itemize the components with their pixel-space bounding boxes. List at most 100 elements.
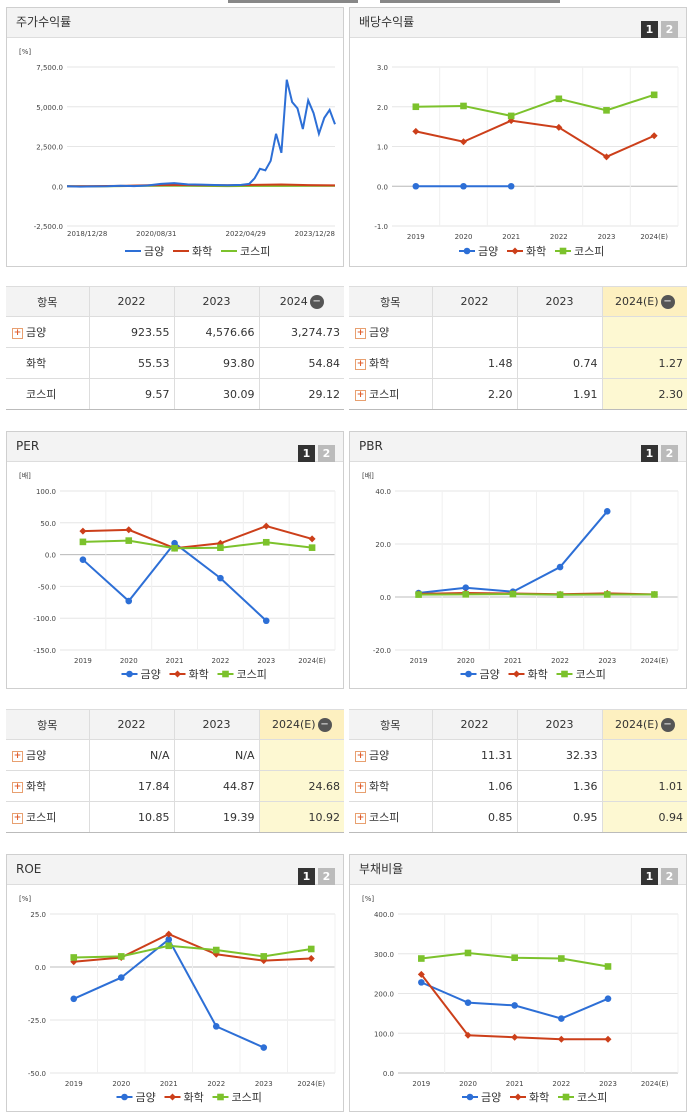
view-1-button[interactable]: 1 — [641, 868, 658, 885]
table-cell: 44.87 — [173, 770, 259, 802]
y-tick-label: 0.0 — [52, 183, 63, 191]
x-tick-label: 2019 — [74, 657, 92, 665]
row-label: 화학 — [6, 347, 89, 379]
expand-icon[interactable]: + — [355, 327, 366, 339]
table-cell: 4,576.66 — [173, 316, 259, 348]
view-1-button[interactable]: 1 — [298, 868, 315, 885]
series-point — [165, 942, 173, 950]
series-point — [557, 1035, 565, 1043]
expand-icon[interactable]: + — [355, 358, 366, 370]
series-point — [117, 953, 125, 960]
view-1-button[interactable]: 1 — [298, 445, 315, 462]
expand-icon[interactable]: + — [12, 812, 23, 824]
series-point — [126, 670, 133, 678]
column-header: 항목 — [349, 709, 432, 740]
expand-icon[interactable]: + — [12, 750, 23, 762]
series-point — [412, 127, 420, 135]
series-point — [511, 247, 519, 255]
series-point — [222, 670, 229, 678]
view-2-button[interactable]: 2 — [318, 868, 335, 885]
x-tick-label: 2020 — [459, 1080, 477, 1088]
series-point — [262, 538, 270, 546]
row-label: + 화학 — [349, 770, 432, 802]
table-cell: 9.57 — [88, 378, 174, 410]
column-header: 2022 — [88, 709, 174, 740]
series-point — [308, 544, 316, 551]
row-label-text: 화학 — [369, 780, 390, 793]
collapse-icon[interactable]: − — [317, 717, 332, 732]
panel-title-text: ROE — [16, 862, 42, 876]
table-cell: 0.85 — [431, 801, 517, 833]
table-cell: N/A — [173, 739, 259, 771]
series-point — [559, 247, 567, 255]
row-label: 코스피 — [6, 378, 89, 410]
expand-icon[interactable]: + — [355, 750, 366, 762]
legend-label: 화학 — [526, 245, 546, 258]
series-point — [212, 946, 220, 954]
y-tick-label: 7,500.0 — [36, 64, 63, 72]
expand-icon[interactable]: + — [355, 812, 366, 824]
y-tick-label: 100.0 — [374, 1030, 394, 1038]
series-point — [514, 1093, 522, 1101]
table-cell: N/A — [88, 739, 174, 771]
y-tick-label: 0.0 — [35, 964, 46, 972]
collapse-icon[interactable]: − — [309, 294, 324, 309]
table-row: + 화학 1.48 0.74 1.27 — [349, 347, 687, 379]
series-point — [464, 999, 472, 1006]
table-cell: 10.85 — [88, 801, 174, 833]
row-label: + 금양 — [349, 739, 432, 771]
expand-icon[interactable]: + — [12, 327, 23, 339]
view-2-button[interactable]: 2 — [661, 21, 678, 38]
x-tick-label: 2023 — [599, 1080, 617, 1088]
y-tick-label: -50.0 — [28, 1070, 46, 1078]
table-cell: 1.01 — [601, 770, 687, 802]
column-header: 2022 — [431, 286, 517, 317]
pbr-table: 항목 2022 2023 2024(E) − + 금양 11.31 32.33 + 화학 1.06 1.… — [349, 709, 687, 833]
expand-icon[interactable]: + — [355, 389, 366, 401]
series-line — [418, 510, 609, 595]
collapse-icon[interactable]: − — [660, 717, 675, 732]
view-2-button[interactable]: 2 — [661, 868, 678, 885]
legend-label: 금양 — [144, 245, 164, 258]
axis-unit: [배] — [362, 471, 374, 480]
view-2-button[interactable]: 2 — [318, 445, 335, 462]
legend-label: 화학 — [189, 668, 209, 681]
y-tick-label: 2,500.0 — [36, 144, 63, 152]
expand-icon[interactable]: + — [12, 781, 23, 793]
expand-icon[interactable]: + — [355, 781, 366, 793]
series-point — [650, 91, 658, 99]
column-header: 2024(E) − — [601, 286, 687, 317]
x-tick-label: 2022 — [550, 233, 568, 241]
table-cell: 10.92 — [258, 801, 344, 833]
series-point — [217, 1093, 224, 1101]
series-point — [556, 563, 564, 571]
view-1-button[interactable]: 1 — [641, 21, 658, 38]
view-1-button[interactable]: 1 — [641, 445, 658, 462]
collapse-icon[interactable]: − — [660, 294, 675, 309]
dividend-chart: 3.0 2.0 1.0 0.0 -1.0 2019 2020 2021 2022 2023 2024… — [374, 64, 679, 258]
column-header: 2022 — [431, 709, 517, 740]
x-tick-label: 2020 — [120, 657, 138, 665]
column-header-text: 항목 — [380, 295, 401, 309]
y-tick-label: 0.0 — [383, 1070, 394, 1078]
legend-label: 화학 — [184, 1091, 204, 1104]
x-tick-label: 2019 — [412, 1080, 430, 1088]
legend-label: 코스피 — [576, 668, 606, 681]
table-cell: 32.33 — [516, 739, 602, 771]
legend-label: 코스피 — [232, 1091, 262, 1104]
per-chart: [배] 100.0 50.0 0.0 -50.0 -100.0 -150.0 2019 2020… — [19, 471, 336, 681]
series-point — [415, 591, 422, 598]
series-point — [603, 508, 611, 515]
series-point — [603, 107, 610, 114]
view-2-button[interactable]: 2 — [661, 445, 678, 462]
table-header-row: 항목 2022 2023 2024− — [6, 286, 344, 317]
table-header-row: 항목 2022 2023 2024(E) − — [6, 709, 344, 740]
x-tick-label: 2021 — [160, 1080, 178, 1088]
series-point — [555, 123, 563, 131]
axis-unit: [배] — [19, 471, 31, 480]
